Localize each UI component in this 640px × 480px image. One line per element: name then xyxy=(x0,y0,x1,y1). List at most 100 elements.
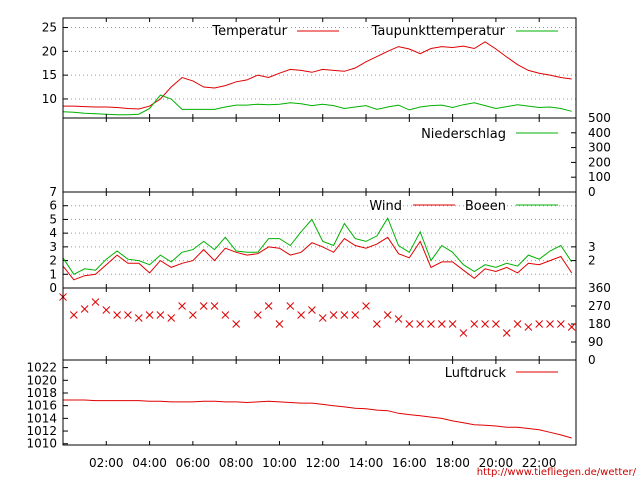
direction-cross-b xyxy=(535,320,544,328)
direction-point xyxy=(189,311,197,319)
direction-point xyxy=(275,320,284,328)
y2-tick-label: 2 xyxy=(588,254,596,268)
direction-cross-b xyxy=(383,311,392,319)
direction-cross-b xyxy=(492,320,500,328)
direction-point xyxy=(448,320,457,328)
direction-point xyxy=(567,323,576,331)
direction-cross-b xyxy=(232,320,241,328)
y-tick-label: 25 xyxy=(42,21,57,35)
y-tick-label: 1012 xyxy=(26,424,57,438)
y-tick-label: 1 xyxy=(49,267,57,281)
y2-tick-label: 100 xyxy=(588,170,611,184)
series-line-1 xyxy=(62,94,572,116)
x-tick-label: 10:00 xyxy=(262,456,297,470)
y2-tick-label: 3 xyxy=(588,240,596,254)
direction-cross-b xyxy=(178,302,186,310)
y-tick-label: 20 xyxy=(42,44,57,58)
direction-frame xyxy=(62,287,577,361)
direction-point xyxy=(470,320,479,328)
y-tick-label: 3 xyxy=(49,240,57,254)
direction-cross-b xyxy=(362,302,370,310)
direction-point xyxy=(416,320,425,328)
x-tick-label: 14:00 xyxy=(349,456,384,470)
direction-cross-b xyxy=(394,315,403,323)
direction-point xyxy=(91,298,100,306)
direction-cross-b xyxy=(459,329,468,337)
direction-cross-b xyxy=(329,311,338,319)
x-tick-label: 12:00 xyxy=(305,456,340,470)
temperature-grid xyxy=(63,27,576,100)
direction-point xyxy=(556,320,565,328)
y2-tick-label: 200 xyxy=(588,155,611,169)
direction-cross-b xyxy=(275,320,284,328)
y-tick-label: 1010 xyxy=(26,437,57,451)
direction-marks xyxy=(59,293,576,337)
direction-cross-b xyxy=(502,329,511,337)
direction-point xyxy=(329,311,338,319)
y-tick-label: 7 xyxy=(49,185,57,199)
y-tick-label: 0 xyxy=(49,281,57,295)
direction-cross-b xyxy=(351,311,360,319)
direction-point xyxy=(199,302,208,310)
direction-point xyxy=(221,311,230,319)
y-tick-label: 1022 xyxy=(26,361,57,375)
direction-cross-b xyxy=(373,320,381,328)
x-tick-label: 22:00 xyxy=(522,456,557,470)
direction-point xyxy=(102,306,111,314)
temperature-y-ticks: 10 15 20 25 xyxy=(42,21,68,106)
direction-point xyxy=(524,323,533,331)
y-tick-label: 1016 xyxy=(26,399,57,413)
direction-cross-b xyxy=(513,320,522,328)
y-tick-label: 5 xyxy=(49,212,57,226)
y2-tick-label: 400 xyxy=(588,126,611,140)
legend-taupunkttemperatur: Taupunkttemperatur xyxy=(371,24,506,39)
direction-point xyxy=(253,311,262,319)
direction-point xyxy=(286,302,295,310)
direction-cross-b xyxy=(113,311,121,319)
x-tick-label: 06:00 xyxy=(176,456,211,470)
direction-panel: 0 90 180 270 360 xyxy=(59,281,611,367)
direction-cross-b xyxy=(189,311,197,319)
direction-point xyxy=(405,320,414,328)
series-line-0 xyxy=(62,236,573,281)
direction-point xyxy=(535,320,544,328)
direction-cross-b xyxy=(318,314,327,322)
x-tick-label: 18:00 xyxy=(435,456,470,470)
x-tick-label: 04:00 xyxy=(132,456,167,470)
direction-point xyxy=(383,311,392,319)
direction-point xyxy=(167,314,176,322)
y2-tick-label: 270 xyxy=(588,299,611,313)
y2-tick-label: 0 xyxy=(588,185,596,199)
legend-wind: Wind xyxy=(369,199,402,214)
series-line-0 xyxy=(63,41,572,110)
direction-cross-b xyxy=(448,320,457,328)
pressure-lines xyxy=(63,399,572,439)
direction-cross-b xyxy=(340,311,349,319)
direction-point xyxy=(264,302,273,310)
direction-point xyxy=(69,311,78,319)
y2-tick-label: 500 xyxy=(588,111,611,125)
direction-point xyxy=(145,311,154,319)
legend-temperatur: Temperatur xyxy=(211,24,287,39)
direction-y-ticks: 0 90 180 270 360 xyxy=(571,281,611,367)
direction-cross-b xyxy=(567,323,576,331)
legend-luftdruck: Luftdruck xyxy=(445,366,507,381)
pressure-frame xyxy=(62,359,577,446)
direction-cross-b xyxy=(416,320,425,328)
footer-url[interactable]: http://www.tiefliegen.de/wetter/ xyxy=(477,467,637,478)
y-tick-label: 1018 xyxy=(26,386,57,400)
direction-point xyxy=(134,314,143,322)
direction-cross-b xyxy=(297,311,305,319)
direction-cross-b xyxy=(102,306,111,314)
direction-point xyxy=(80,305,89,313)
direction-point xyxy=(340,311,349,319)
direction-cross-b xyxy=(524,323,533,331)
direction-cross-b xyxy=(556,320,565,328)
y-tick-label: 1020 xyxy=(26,373,57,387)
x-tick-label: 08:00 xyxy=(219,456,254,470)
x-tick-label: 16:00 xyxy=(392,456,427,470)
y-tick-label: 4 xyxy=(49,226,57,240)
